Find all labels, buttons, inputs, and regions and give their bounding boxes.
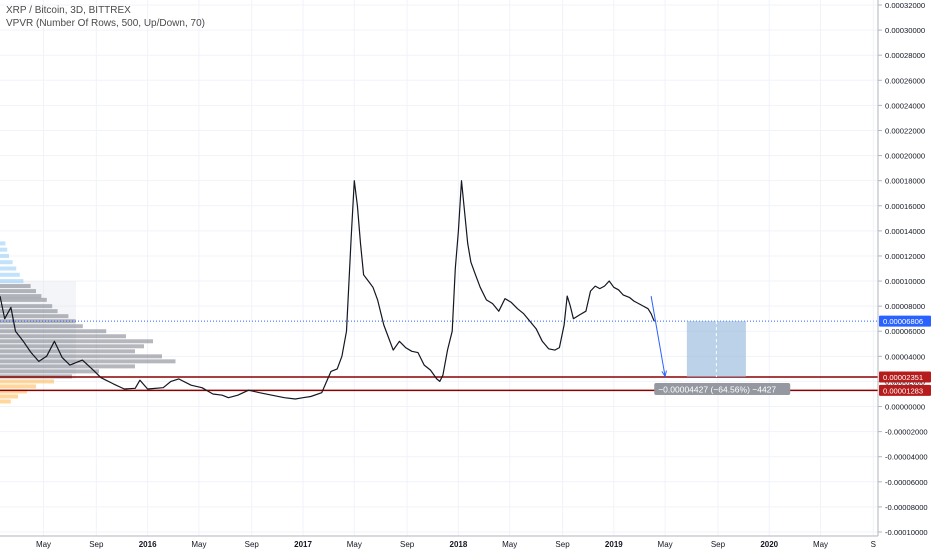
volume-profile-bar	[0, 324, 83, 329]
volume-profile-bar	[0, 349, 135, 354]
volume-profile-bar	[0, 389, 27, 394]
price-line	[0, 180, 655, 400]
x-tick-label: Sep	[711, 540, 726, 549]
x-tick-label: May	[658, 540, 673, 549]
price-label-box	[879, 315, 931, 327]
price-label: 0.00006806	[883, 317, 923, 326]
y-tick-label: 0.00018000	[885, 177, 925, 186]
y-tick-label: 0.00008000	[885, 302, 925, 311]
volume-profile-bar	[0, 319, 76, 324]
projection-drawing[interactable]: −0.00004427 (−64.56%) −4427	[650, 296, 791, 395]
volume-profile-bar	[0, 247, 8, 252]
y-tick-label: -0.00010000	[885, 528, 928, 537]
y-tick-label: -0.00008000	[885, 503, 928, 512]
projection-box	[686, 321, 746, 378]
price-labels: 0.00006806 0.00002351 0.00001283	[879, 315, 931, 396]
projection-arrow	[650, 296, 666, 377]
volume-profile-bar	[0, 334, 126, 339]
volume-profile-bar	[0, 294, 42, 299]
volume-profile-bar	[0, 260, 13, 265]
projection-label-box	[654, 382, 791, 395]
x-tick-label: May	[347, 540, 362, 549]
volume-profile-bar	[0, 272, 20, 277]
volume-profile-bar	[0, 394, 18, 399]
volume-profile-bar	[0, 304, 53, 309]
volume-profile-bar	[0, 329, 107, 334]
volume-profile-bar	[0, 379, 54, 384]
y-tick-label: 0.00028000	[885, 51, 925, 60]
volume-profile-bar	[0, 297, 47, 302]
volume-profile-bar	[0, 314, 69, 319]
volume-profile-bar	[0, 309, 58, 314]
x-tick-label: May	[502, 540, 517, 549]
x-tick-label: May	[36, 540, 51, 549]
price-series	[0, 180, 655, 400]
y-tick-label: -0.00006000	[885, 478, 928, 487]
y-tick-label: 0.00024000	[885, 101, 925, 110]
x-tick-label: Sep	[400, 540, 415, 549]
y-tick-label: 0.00010000	[885, 277, 925, 286]
x-tick-label: Sep	[555, 540, 570, 549]
x-tick-label: 2016	[139, 540, 157, 549]
projection-label: −0.00004427 (−64.56%) −4427	[658, 384, 776, 394]
y-tick-label: 0.00032000	[885, 1, 925, 10]
x-axis[interactable]: May Sep 2016 May Sep 2017 May Sep 2018 May Sep 2019…	[0, 535, 878, 550]
volume-profile	[0, 241, 176, 404]
price-label-box	[879, 371, 931, 383]
y-tick-label: 0.00004000	[885, 352, 925, 361]
y-tick-label: 0.00014000	[885, 227, 925, 236]
x-tick-label: S	[871, 540, 876, 549]
price-label-box	[879, 384, 931, 396]
x-tick-label: 2018	[450, 540, 468, 549]
volume-profile-bar	[0, 289, 36, 294]
chart-title[interactable]: XRP / Bitcoin, 3D, BITTREX	[6, 5, 131, 16]
indicator-label[interactable]: VPVR (Number Of Rows, 500, Up/Down, 70)	[6, 18, 205, 29]
y-axis-background	[878, 0, 932, 550]
volume-profile-bar	[0, 354, 162, 359]
x-tick-label: May	[813, 540, 828, 549]
y-tick-label: 0.00012000	[885, 252, 925, 261]
x-tick-label: 2020	[760, 540, 778, 549]
x-tick-label: 2017	[294, 540, 312, 549]
price-label: 0.00002351	[883, 373, 923, 382]
projection-arrowhead	[661, 370, 667, 378]
y-tick-label: 0.00030000	[885, 26, 925, 35]
y-axis[interactable]: 0.00032000 0.00030000 0.00028000 0.00026000…	[877, 0, 932, 550]
y-tick-label: 0.00016000	[885, 202, 925, 211]
x-tick-label: 2019	[605, 540, 623, 549]
price-label: 0.00001283	[883, 386, 923, 395]
y-tick-label: -0.00002000	[885, 428, 928, 437]
volume-profile-bar	[0, 364, 135, 369]
y-tick-label: 0.00026000	[885, 76, 925, 85]
grid	[0, 0, 878, 536]
volume-profile-bar	[0, 284, 31, 289]
volume-profile-bar	[0, 369, 99, 374]
y-tick-label: 0.00006000	[885, 327, 925, 336]
x-axis-background	[0, 536, 878, 550]
volume-profile-bar	[0, 399, 11, 404]
volume-profile-bar	[0, 359, 176, 364]
volume-profile-bar	[0, 384, 36, 389]
chart-legend: XRP / Bitcoin, 3D, BITTREX VPVR (Number …	[6, 4, 205, 30]
y-tick-label: 0.00022000	[885, 126, 925, 135]
x-tick-label: Sep	[89, 540, 104, 549]
volume-profile-bar	[0, 279, 24, 284]
x-tick-label: Sep	[245, 540, 260, 549]
y-tick-label: -0.00004000	[885, 453, 928, 462]
volume-profile-bar	[0, 253, 9, 258]
y-tick-label: 0.00000000	[885, 403, 925, 412]
volume-profile-bar	[0, 266, 17, 271]
volume-profile-bar	[0, 344, 144, 349]
x-tick-label: May	[191, 540, 206, 549]
volume-profile-bar	[0, 241, 6, 246]
volume-profile-bar	[0, 339, 153, 344]
y-tick-label: 0.00020000	[885, 152, 925, 161]
